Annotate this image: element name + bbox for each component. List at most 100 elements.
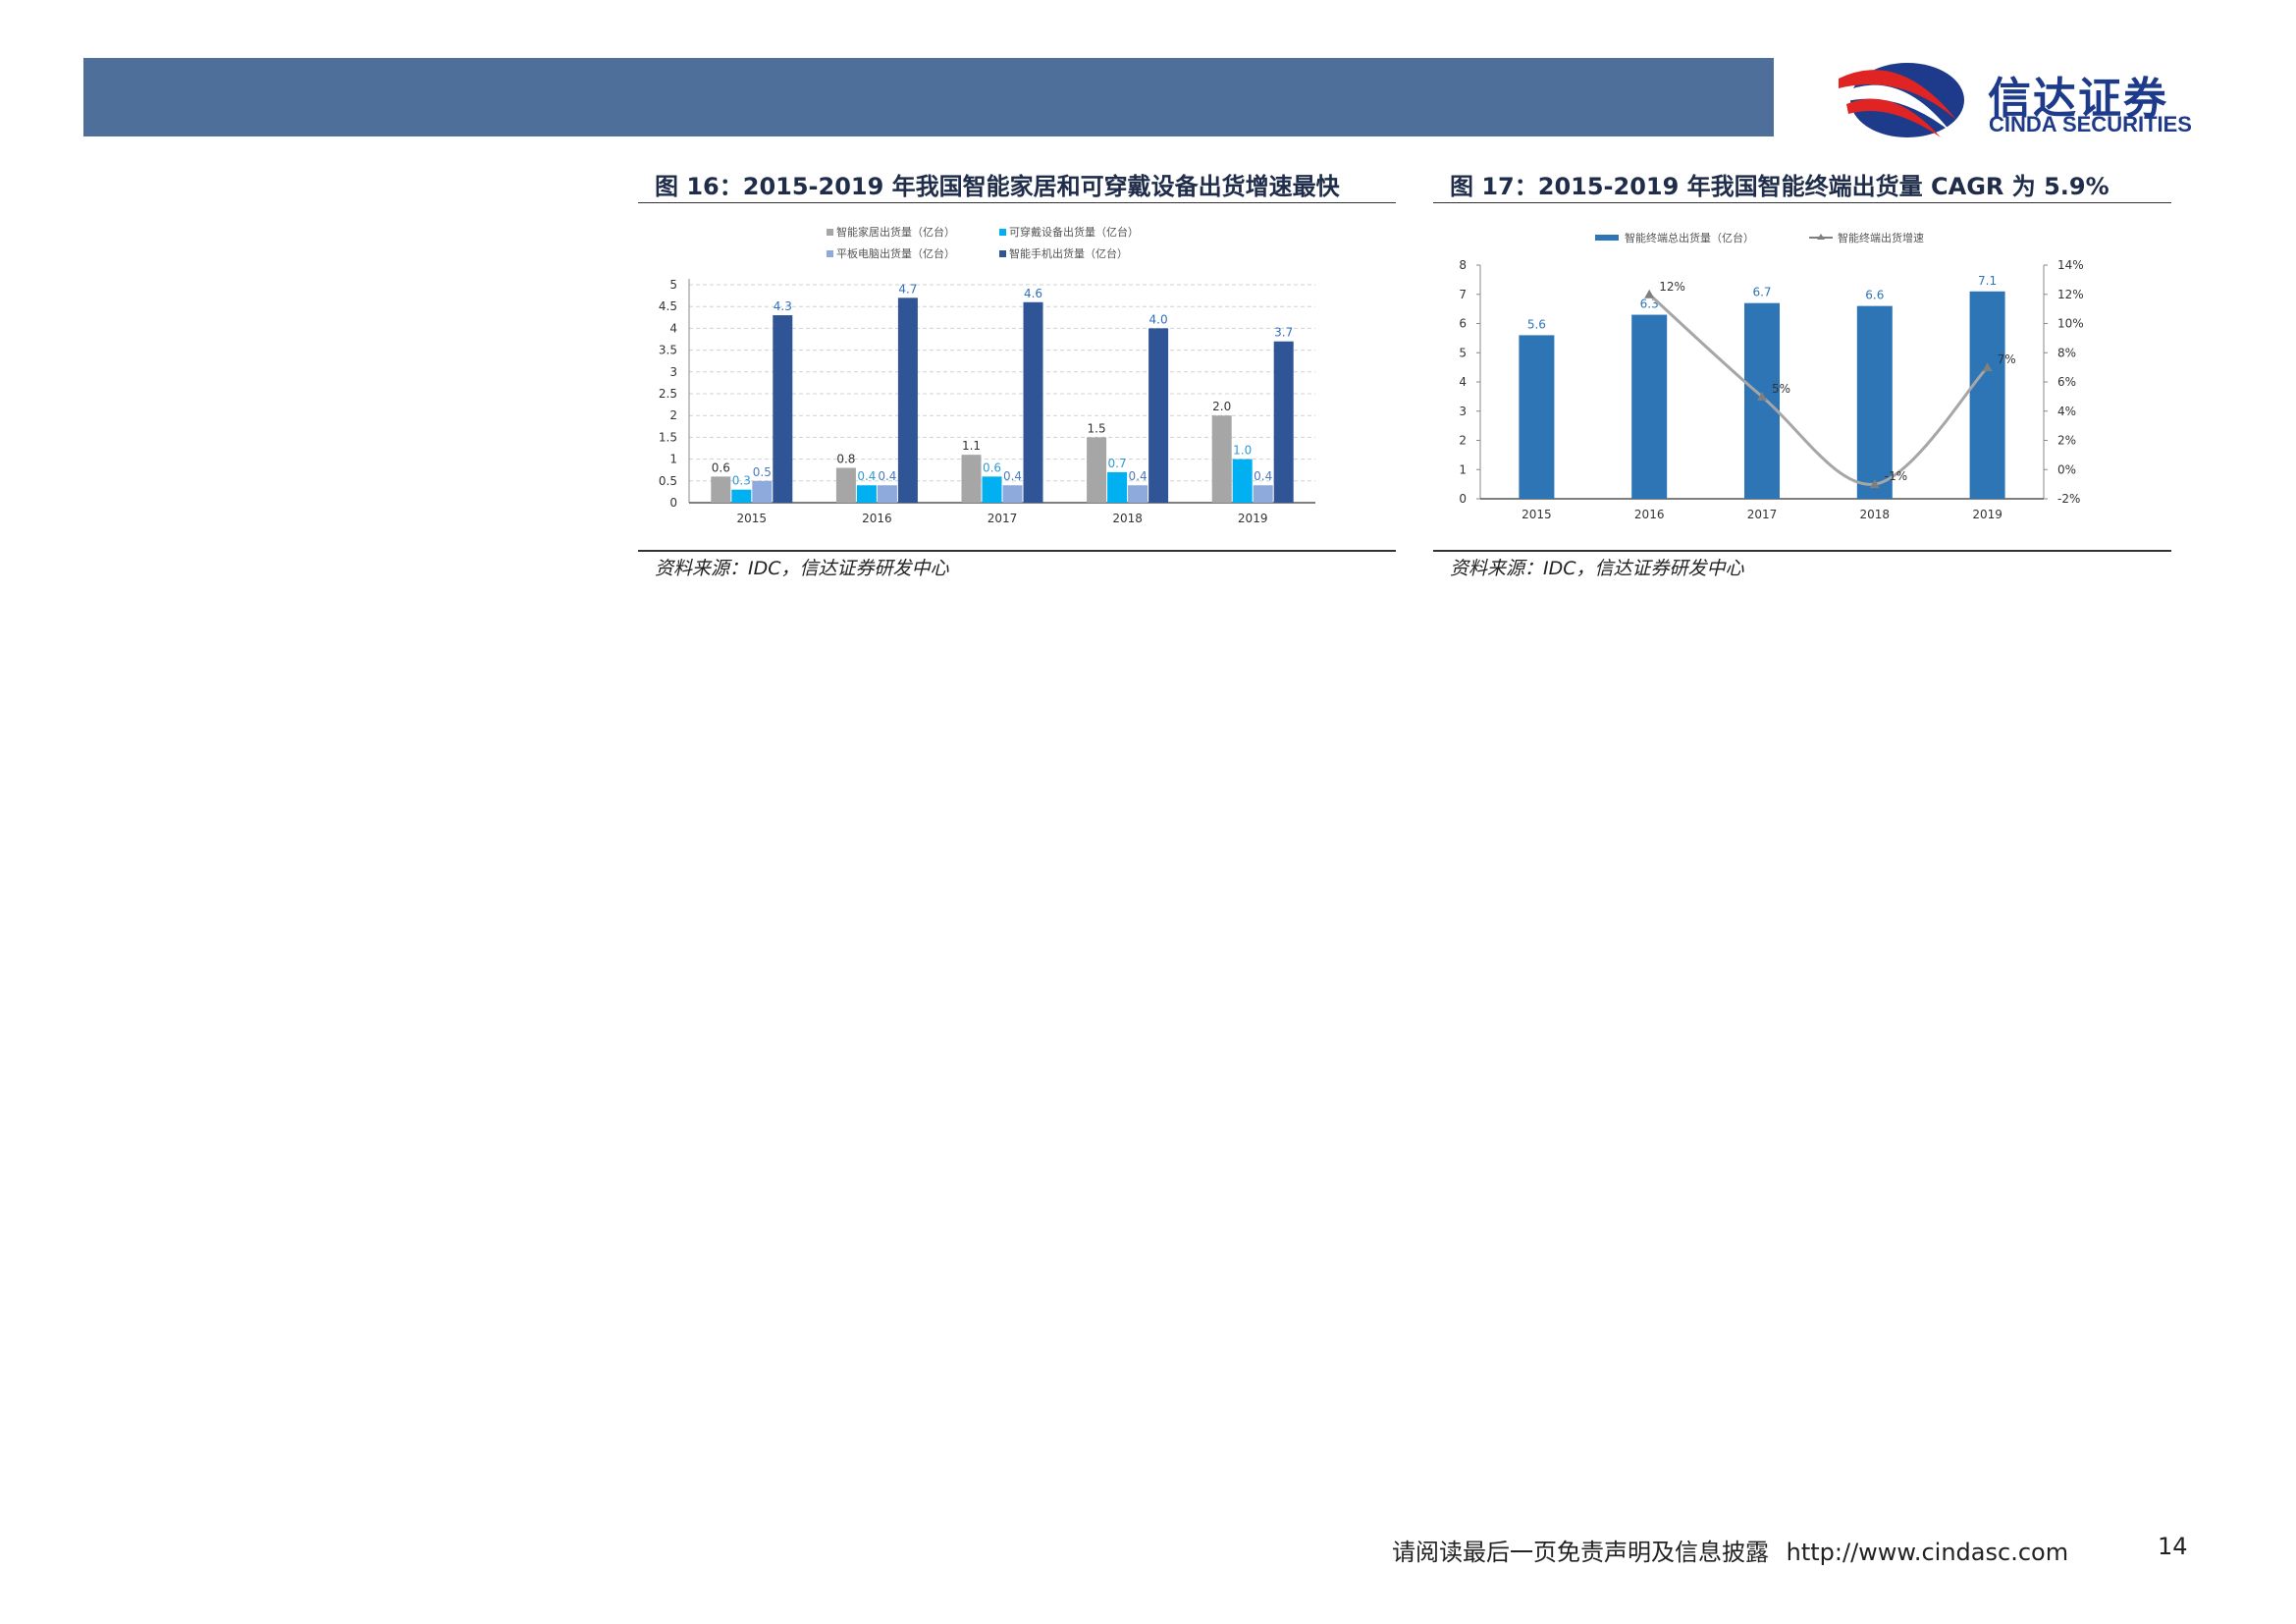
bar-0	[961, 455, 982, 503]
line-label: -1%	[1885, 469, 1907, 483]
y-left-tick-label: 0	[1459, 492, 1467, 506]
line-point	[1757, 391, 1767, 401]
bar-label-1: 0.7	[1108, 457, 1127, 470]
bar-label-1: 0.6	[983, 460, 1001, 474]
bar-label-2: 0.4	[1003, 469, 1022, 483]
y-left-tick-label: 2	[1459, 434, 1467, 448]
bar-label-2: 0.4	[878, 469, 896, 483]
x-tick-label: 2017	[1747, 508, 1778, 521]
figure-17-bottom-rule	[1433, 550, 2171, 552]
y-right-tick-label: 4%	[2057, 405, 2076, 418]
line-point	[1644, 289, 1655, 298]
x-tick-label: 2015	[737, 512, 768, 525]
bar-1	[1107, 471, 1128, 503]
bar-label-1: 0.3	[732, 474, 751, 488]
bar-2	[1253, 485, 1273, 503]
cinda-logo-icon	[1839, 63, 1964, 137]
page-number: 14	[2158, 1533, 2188, 1560]
bar-2	[1002, 485, 1023, 503]
y-tick-label: 4.5	[659, 299, 677, 313]
y-tick-label: 3	[669, 365, 677, 379]
bar-label: 7.1	[1978, 274, 1997, 288]
bar-3	[1148, 328, 1169, 503]
bar-0	[711, 476, 731, 503]
y-right-tick-label: -2%	[2057, 492, 2080, 506]
bar	[1631, 314, 1668, 499]
legend-label-3: 智能手机出货量（亿台）	[1009, 246, 1128, 260]
bar-1	[1232, 459, 1253, 503]
bar-1	[731, 489, 752, 503]
bar-label-0: 0.8	[836, 452, 855, 465]
bar-label-2: 0.4	[1254, 469, 1272, 483]
line-label: 7%	[1998, 352, 2016, 366]
y-left-tick-label: 5	[1459, 346, 1467, 359]
bar-0	[1087, 437, 1107, 503]
bar-2	[752, 480, 773, 503]
legend-bar-swatch	[1595, 235, 1619, 241]
y-tick-label: 3.5	[659, 344, 677, 357]
legend-line-label: 智能终端出货增速	[1838, 231, 1924, 244]
header-bar	[83, 58, 1774, 136]
figure-16-chart: 智能家居出货量（亿台） 可穿戴设备出货量（亿台） 平板电脑出货量（亿台） 智能手机出货…	[659, 225, 1315, 525]
y-right-tick-label: 14%	[2057, 258, 2084, 272]
legend-swatch-1	[999, 229, 1006, 236]
figure-17-top-rule	[1433, 202, 2171, 203]
bar-3	[1273, 341, 1294, 503]
x-tick-label: 2019	[1238, 512, 1268, 525]
legend-label-2: 平板电脑出货量（亿台）	[836, 246, 955, 260]
line-label: 5%	[1772, 382, 1790, 396]
bar	[1519, 335, 1555, 499]
x-tick-label: 2016	[862, 512, 892, 525]
bar-2	[877, 485, 897, 503]
x-tick-label: 2018	[1860, 508, 1891, 521]
bar	[1969, 291, 2005, 499]
line-label: 12%	[1659, 280, 1685, 294]
y-left-tick-label: 7	[1459, 288, 1467, 301]
bar-label-3: 4.7	[898, 282, 917, 296]
bar-0	[835, 467, 856, 503]
bar-label-2: 0.5	[753, 465, 772, 479]
legend-swatch-2	[827, 250, 833, 257]
figure-16-bottom-rule	[638, 550, 1396, 552]
y-tick-label: 0	[669, 496, 677, 510]
legend-swatch-3	[999, 250, 1006, 257]
figure-16-source: 资料来源：IDC，信达证券研发中心	[655, 558, 949, 579]
y-right-tick-label: 2%	[2057, 434, 2076, 448]
bar-3	[773, 315, 793, 503]
bar-label-0: 1.5	[1088, 421, 1106, 435]
bar-label: 6.6	[1865, 289, 1884, 302]
bar-0	[1211, 415, 1232, 503]
line-point	[1982, 362, 1993, 372]
y-tick-label: 2	[669, 408, 677, 422]
bar-2	[1128, 485, 1148, 503]
bar-1	[982, 476, 1002, 503]
y-tick-label: 0.5	[659, 474, 677, 488]
bar-label-3: 4.6	[1024, 287, 1042, 300]
y-right-tick-label: 6%	[2057, 375, 2076, 389]
bar-label-3: 4.0	[1149, 312, 1168, 326]
bar-label-0: 2.0	[1212, 400, 1231, 413]
bar-label-3: 4.3	[774, 299, 792, 313]
y-tick-label: 2.5	[659, 387, 677, 401]
disclaimer-text: 请阅读最后一页免责声明及信息披露	[1392, 1539, 1769, 1566]
figure-17-chart: 智能终端总出货量（亿台） 智能终端出货增速 0 1 2 3 4 5 6 7 8 -2% 0% 2% 4% 6%…	[1459, 231, 2084, 521]
website-link[interactable]: http://www.cindasc.com	[1786, 1539, 2069, 1566]
figure-16-title: 图 16：2015-2019 年我国智能家居和可穿戴设备出货增速最快	[655, 173, 1340, 200]
x-tick-label: 2015	[1522, 508, 1552, 521]
bar-label-1: 0.4	[857, 469, 876, 483]
y-right-tick-label: 0%	[2057, 462, 2076, 476]
y-left-tick-label: 6	[1459, 317, 1467, 331]
bar-label: 6.7	[1752, 286, 1771, 299]
bar-1	[856, 485, 877, 503]
y-left-tick-label: 8	[1459, 258, 1467, 272]
growth-line	[1648, 293, 1989, 486]
figure-17-title: 图 17：2015-2019 年我国智能终端出货量 CAGR 为 5.9%	[1450, 173, 2109, 200]
footer-disclaimer: 请阅读最后一页免责声明及信息披露 http://www.cindasc.com	[1392, 1533, 2068, 1567]
x-tick-label: 2018	[1112, 512, 1143, 525]
y-left-tick-label: 4	[1459, 375, 1467, 389]
brand-name-cn: 信达证券	[1988, 74, 2168, 124]
y-right-tick-label: 8%	[2057, 346, 2076, 359]
bar-3	[897, 298, 918, 503]
y-tick-label: 5	[669, 278, 677, 292]
line-point	[1869, 479, 1880, 489]
